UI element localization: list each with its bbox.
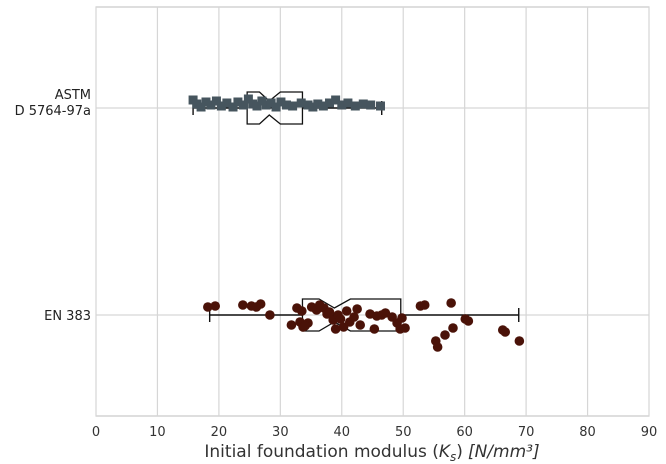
- data-point: [432, 342, 443, 352]
- data-point: [358, 99, 368, 109]
- data-point: [196, 102, 206, 112]
- data-point: [206, 100, 216, 110]
- data-point: [313, 99, 323, 109]
- data-point: [419, 300, 430, 310]
- data-point: [375, 101, 385, 111]
- x-tick-label: 20: [211, 425, 228, 440]
- data-point: [463, 316, 474, 326]
- x-tick-label: 10: [149, 425, 166, 440]
- data-point: [201, 97, 211, 107]
- category-label: EN 383: [44, 309, 91, 324]
- data-point: [446, 298, 456, 308]
- plot-area: [95, 6, 650, 417]
- x-tick-label: 40: [334, 425, 351, 440]
- data-point: [337, 100, 347, 110]
- data-point: [210, 301, 221, 311]
- data-point: [286, 320, 297, 330]
- x-tick-label: 60: [456, 425, 473, 440]
- data-point: [281, 100, 291, 110]
- data-point: [276, 97, 286, 107]
- data-point: [271, 102, 281, 112]
- data-point: [341, 306, 352, 316]
- data-point: [255, 299, 266, 309]
- data-point: [252, 101, 262, 111]
- x-tick-label: 70: [518, 425, 535, 440]
- data-point: [318, 101, 328, 111]
- data-point: [400, 323, 410, 333]
- data-point: [343, 98, 353, 108]
- data-point: [355, 320, 366, 330]
- data-point: [238, 100, 248, 110]
- data-point: [288, 101, 298, 111]
- data-point: [300, 321, 310, 331]
- data-point: [233, 97, 243, 107]
- data-point: [261, 100, 271, 110]
- data-point: [238, 300, 248, 310]
- x-axis-title-units: [N/mm³]: [468, 442, 540, 462]
- grid-lines: [95, 7, 650, 416]
- data-point: [330, 324, 341, 334]
- data-point: [369, 324, 380, 334]
- data-point: [448, 323, 458, 333]
- data-point: [308, 102, 318, 112]
- data-point: [366, 100, 376, 110]
- data-point: [211, 96, 221, 106]
- data-point: [228, 102, 238, 112]
- data-point: [266, 98, 276, 108]
- x-tick-label: 0: [92, 425, 100, 440]
- x-tick-label: 50: [395, 425, 412, 440]
- x-tick-label: 30: [272, 425, 289, 440]
- x-tick-label: 80: [579, 425, 596, 440]
- data-point: [349, 312, 359, 322]
- data-point: [500, 327, 511, 337]
- data-point: [331, 95, 341, 105]
- data-point: [335, 314, 346, 324]
- data-point: [265, 310, 275, 320]
- data-point: [440, 330, 450, 340]
- data-point: [297, 306, 307, 316]
- x-axis-title-symbol: K: [439, 442, 452, 462]
- data-point: [352, 304, 362, 314]
- data-point: [303, 100, 313, 110]
- data-point: [216, 101, 226, 111]
- data-point: [243, 94, 253, 104]
- x-axis-title: Initial foundation modulus (Ks) [N/mm³]: [204, 442, 539, 464]
- data-point: [350, 101, 360, 111]
- data-point: [222, 98, 232, 108]
- data-point: [397, 313, 407, 323]
- category-label-line2: D 5764-97a: [15, 104, 91, 119]
- data-point: [203, 302, 213, 312]
- x-axis-title-subscript: s: [450, 450, 456, 464]
- data-points: [188, 94, 525, 352]
- data-point: [296, 98, 306, 108]
- x-axis-title-main: Initial foundation modulus (: [204, 442, 438, 462]
- data-point: [324, 307, 335, 317]
- x-tick-labels: 0 10 20 30 40 50 60 70 80 90: [92, 425, 657, 440]
- data-point: [514, 336, 525, 346]
- data-point: [324, 98, 334, 108]
- category-label-line1: ASTM: [55, 88, 91, 103]
- x-axis-title-close: ): [456, 442, 463, 462]
- x-tick-label: 90: [641, 425, 658, 440]
